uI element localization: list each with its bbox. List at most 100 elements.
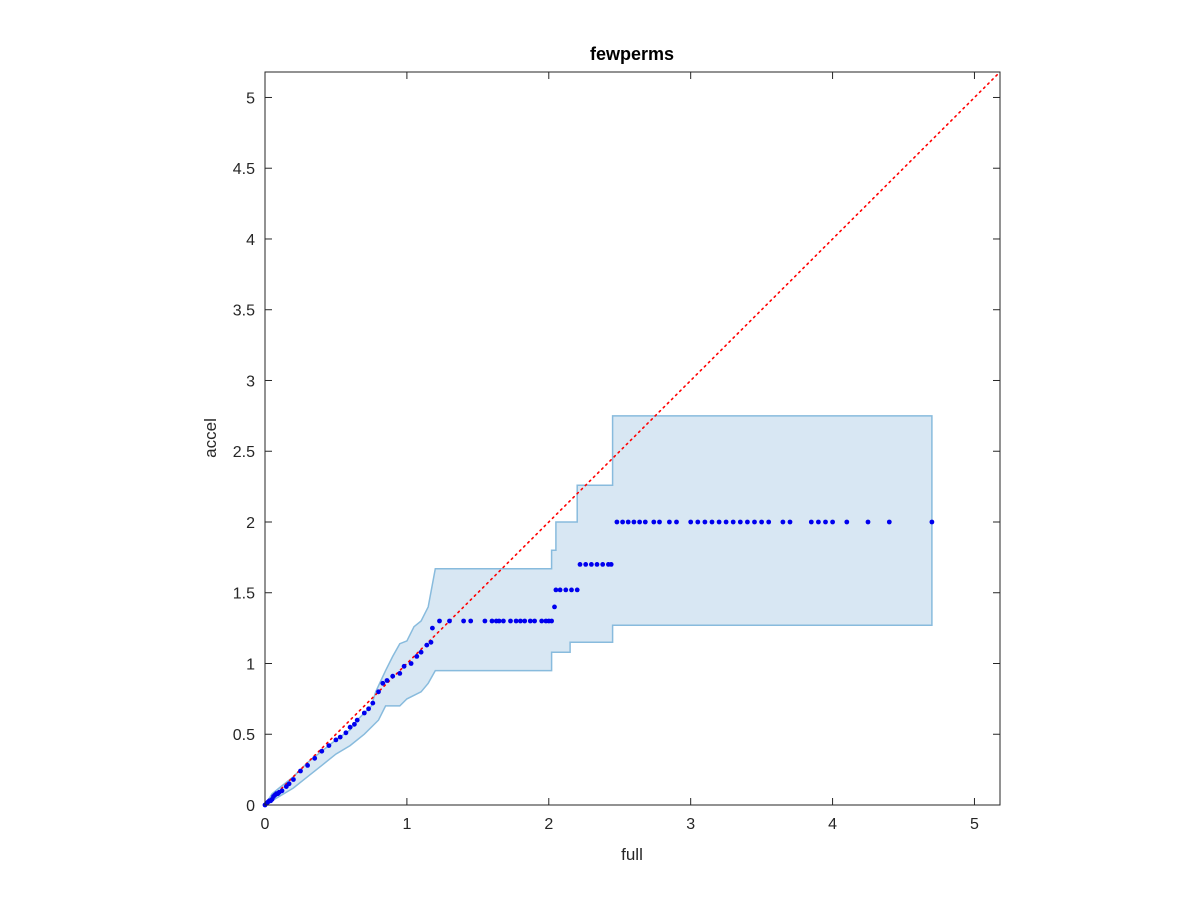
data-point [823, 519, 828, 525]
data-point [865, 519, 871, 525]
data-point [366, 706, 371, 712]
data-point [424, 642, 430, 648]
data-point [527, 618, 533, 624]
y-tick-label: 4.5 [233, 161, 255, 178]
data-point [695, 519, 701, 525]
data-point [574, 587, 580, 593]
data-point [549, 618, 554, 624]
confidence-band [264, 415, 933, 806]
data-point [305, 763, 310, 768]
data-point [286, 781, 292, 787]
data-point [352, 721, 357, 727]
x-tick-label: 2 [544, 816, 553, 833]
data-point [808, 519, 814, 525]
data-point [326, 743, 332, 748]
data-point [759, 519, 764, 525]
data-point [657, 519, 662, 525]
data-point [667, 519, 672, 525]
data-point [333, 737, 339, 743]
data-point [401, 663, 407, 669]
y-tick-label: 3.5 [233, 303, 255, 320]
data-point [461, 618, 466, 624]
data-point [408, 661, 414, 666]
x-tick-label: 4 [828, 816, 837, 833]
data-point [730, 519, 736, 525]
data-point [577, 562, 583, 567]
data-point [716, 519, 722, 525]
data-point [674, 519, 679, 525]
data-point [430, 625, 435, 631]
data-point [702, 519, 708, 525]
data-point [496, 618, 502, 624]
data-point [501, 618, 506, 624]
x-axis-ticks: 0 1 2 3 4 5 [261, 72, 979, 833]
data-point [929, 519, 935, 525]
data-point [539, 618, 545, 624]
data-point [522, 618, 528, 624]
data-point [600, 562, 606, 567]
y-tick-label: 1 [246, 656, 255, 673]
data-point [447, 618, 452, 624]
reference-line-layer [264, 71, 1001, 806]
identity-reference-line [264, 71, 1001, 806]
data-point [583, 562, 589, 567]
data-point [642, 519, 648, 525]
data-point [384, 678, 390, 683]
data-point [312, 755, 318, 761]
data-point [637, 519, 642, 525]
data-point [569, 587, 574, 593]
data-point [291, 777, 296, 782]
data-point [589, 562, 594, 567]
data-point [752, 519, 757, 525]
y-tick-label: 0.5 [233, 727, 255, 744]
data-point [766, 519, 772, 525]
data-point [298, 768, 303, 774]
data-point [780, 519, 786, 525]
data-point [844, 519, 850, 525]
data-point [437, 618, 442, 624]
data-point [737, 519, 743, 525]
data-point [830, 519, 835, 525]
data-point [709, 519, 715, 525]
y-tick-label: 3 [246, 373, 255, 390]
data-point [614, 519, 620, 525]
data-point [414, 654, 420, 659]
data-point [397, 671, 403, 676]
data-point [688, 519, 694, 525]
axes-box [264, 71, 1001, 806]
confidence-band-layer [264, 415, 933, 806]
y-axis-ticks: 0 0.5 1 1.5 2 2.5 3 3.5 4 4.5 5 [233, 90, 1000, 815]
data-point [886, 519, 892, 525]
data-point [723, 519, 729, 525]
data-point [552, 604, 557, 610]
data-point [468, 618, 474, 624]
y-tick-label: 2 [246, 515, 255, 532]
data-point [390, 673, 396, 679]
data-point [370, 700, 376, 706]
data-point [428, 639, 434, 645]
data-point [563, 587, 569, 593]
data-point [651, 519, 657, 525]
y-tick-label: 5 [246, 90, 255, 107]
x-axis-label: full [621, 845, 643, 864]
data-point [787, 519, 793, 525]
y-axis-label: accel [201, 418, 220, 458]
y-tick-label: 2.5 [233, 444, 255, 461]
data-point [319, 748, 325, 754]
data-point [279, 788, 285, 794]
data-point [508, 618, 513, 624]
y-tick-label: 1.5 [233, 586, 255, 603]
data-point [745, 519, 750, 525]
data-point [343, 730, 349, 736]
data-point [631, 519, 637, 525]
data-point [337, 734, 343, 740]
data-point [594, 562, 600, 567]
plot-frame [264, 71, 1001, 806]
data-point [354, 717, 360, 723]
data-point [418, 649, 424, 655]
data-point [816, 519, 821, 525]
data-points-layer [262, 519, 935, 808]
data-point [380, 680, 386, 686]
